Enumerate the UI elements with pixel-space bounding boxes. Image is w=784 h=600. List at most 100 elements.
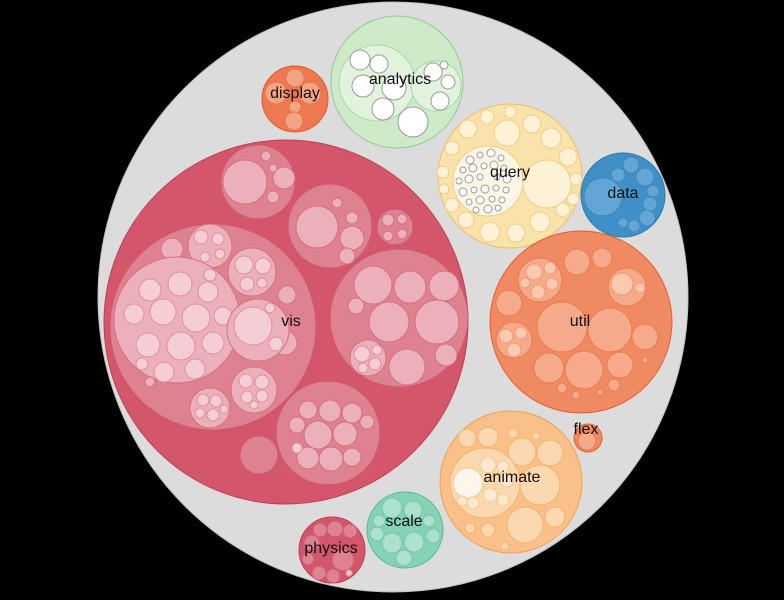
pack-circle[interactable] [203,268,217,282]
pack-circle[interactable] [522,159,572,209]
pack-circle[interactable] [371,97,395,121]
pack-circle[interactable] [569,172,583,186]
pack-circle[interactable] [197,281,219,303]
pack-circle[interactable] [397,106,429,138]
pack-circle[interactable] [459,166,467,174]
pack-circle[interactable] [519,277,531,289]
pack-circle[interactable] [268,336,284,352]
pack-circle[interactable] [507,437,537,467]
pack-circle[interactable] [135,357,149,371]
pack-circle[interactable] [498,196,506,204]
pack-circle[interactable] [457,428,477,448]
pack-circle[interactable] [497,154,505,162]
pack-circle[interactable] [479,109,495,125]
pack-circle[interactable] [298,400,318,420]
pack-circle[interactable] [444,197,460,213]
pack-circle[interactable] [476,173,484,181]
pack-circle[interactable] [496,493,510,507]
pack-circle[interactable] [464,522,476,534]
pack-circle[interactable] [303,534,321,552]
pack-circle[interactable] [631,323,659,351]
pack-circle[interactable] [583,177,623,217]
pack-circle[interactable] [641,356,649,364]
pack-circle[interactable] [479,456,497,474]
pack-circle[interactable] [635,167,655,187]
pack-circle[interactable] [493,173,501,181]
pack-circle[interactable] [610,167,626,183]
pack-circle[interactable] [456,495,468,507]
pack-circle[interactable] [153,361,175,383]
pack-circle[interactable] [325,568,341,584]
pack-circle[interactable] [255,389,269,403]
pack-circle[interactable] [312,522,328,538]
pack-circle[interactable] [606,351,634,379]
pack-circle[interactable] [353,265,393,305]
pack-circle[interactable] [536,301,588,353]
pack-circle[interactable] [403,531,425,553]
pack-circle[interactable] [381,75,407,101]
pack-circle[interactable] [301,552,315,566]
pack-circle[interactable] [209,394,223,408]
pack-circle[interactable] [284,111,304,131]
pack-circle[interactable] [499,472,515,488]
pack-circle[interactable] [468,163,478,173]
pack-circle[interactable] [181,303,211,333]
pack-circle[interactable] [240,390,254,404]
pack-circle[interactable] [381,532,403,554]
pack-circle[interactable] [194,407,206,419]
pack-circle[interactable] [495,289,523,317]
pack-circle[interactable] [347,297,365,315]
pack-circle[interactable] [480,184,490,194]
pack-circle[interactable] [536,439,564,467]
pack-circle[interactable] [634,282,646,294]
pack-circle[interactable] [234,255,254,275]
pack-circle[interactable] [332,421,358,447]
pack-circle[interactable] [587,307,633,353]
pack-circle[interactable] [493,119,521,147]
pack-circle[interactable] [345,569,353,577]
pack-circle[interactable] [277,285,297,305]
pack-circle[interactable] [414,299,460,345]
pack-circle[interactable] [440,74,456,90]
pack-circle[interactable] [507,427,519,439]
pack-circle[interactable] [480,162,488,170]
pack-circle[interactable] [166,331,196,361]
pack-circle[interactable] [430,91,450,111]
pack-circle[interactable] [368,357,382,371]
pack-circle[interactable] [184,358,206,380]
pack-circle[interactable] [506,506,544,544]
pack-circle[interactable] [506,223,526,243]
pack-circle[interactable] [482,487,498,503]
pack-circle[interactable] [326,520,344,538]
pack-circle[interactable] [556,382,568,394]
pack-circle[interactable] [596,388,604,396]
pack-circle[interactable] [381,497,403,519]
pack-circle[interactable] [577,431,597,451]
pack-circle[interactable] [571,390,581,400]
pack-circle[interactable] [295,205,339,249]
pack-circle[interactable] [646,184,660,198]
pack-circle[interactable] [489,160,499,170]
pack-circle[interactable] [438,183,450,195]
pack-circle[interactable] [393,270,427,304]
pack-circle[interactable] [303,420,333,450]
pack-circle[interactable] [486,148,496,158]
pack-circle[interactable] [475,195,485,205]
pack-circle[interactable] [455,177,463,185]
pack-circle[interactable] [465,155,475,165]
pack-circle[interactable] [233,306,273,346]
pack-circle[interactable] [466,496,480,510]
pack-circle[interactable] [144,376,156,388]
pack-circle[interactable] [531,431,541,441]
pack-circle[interactable] [211,232,225,246]
pack-circle[interactable] [342,447,362,467]
pack-circle[interactable] [444,140,460,156]
pack-circle[interactable] [563,248,591,276]
pack-circle[interactable] [369,54,389,74]
pack-circle[interactable] [222,159,268,205]
pack-circle[interactable] [464,174,474,184]
pack-circle[interactable] [477,426,499,448]
pack-circle[interactable] [525,263,543,281]
pack-circle[interactable] [345,211,359,225]
pack-circle[interactable] [266,190,280,204]
